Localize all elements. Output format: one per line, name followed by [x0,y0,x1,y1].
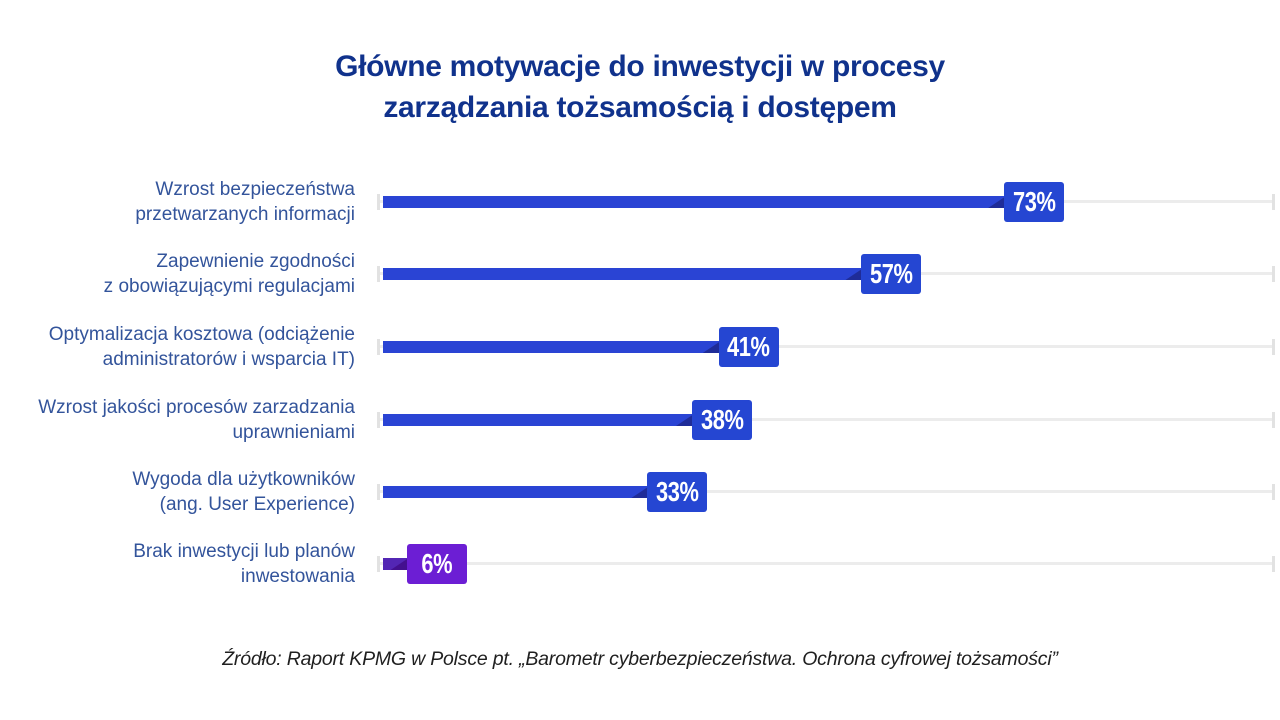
bar-track [377,345,1275,348]
chart-title: Główne motywacje do inwestycji w procesy… [0,46,1280,128]
chart-title-line1: Główne motywacje do inwestycji w procesy [335,50,945,83]
category-label-line: Wzrost jakości procesów zarzadzania [38,397,355,418]
bar [383,341,749,353]
bar-track [377,562,1275,565]
category-label-line: (ang. User Experience) [159,494,355,515]
bar-row: Optymalizacja kosztowa (odciążenie admin… [0,311,1280,383]
bar-row: Wzrost jakości procesów zarzadzania upra… [0,384,1280,456]
category-label: Wygoda dla użytkowników (ang. User Exper… [0,467,355,517]
axis-start-tick [377,194,380,210]
axis-end-tick [1272,484,1275,500]
value-label: 6% [421,548,452,579]
bar-row: Wygoda dla użytkowników (ang. User Exper… [0,456,1280,528]
value-label: 73% [1012,186,1056,217]
axis-start-tick [377,484,380,500]
category-label-line: uprawnieniami [232,422,355,443]
category-label-line: Wygoda dla użytkowników [132,469,355,490]
value-badge: 73% [1004,182,1065,222]
value-badge: 6% [406,544,467,584]
category-label: Brak inwestycji lub planów inwestowania [0,539,355,589]
category-label-line: Zapewnienie zgodności [156,251,355,272]
category-label-line: Wzrost bezpieczeństwa [155,179,355,200]
bar-row: Wzrost bezpieczeństwa przetwarzanych inf… [0,166,1280,238]
category-label: Zapewnienie zgodności z obowiązującymi r… [0,249,355,299]
axis-start-tick [377,339,380,355]
source-note: Źródło: Raport KPMG w Polsce pt. „Barome… [222,648,1058,670]
value-badge: 33% [647,472,708,512]
value-badge: 57% [861,254,922,294]
bar-row: Zapewnienie zgodności z obowiązującymi r… [0,238,1280,310]
axis-start-tick [377,556,380,572]
category-label: Wzrost jakości procesów zarzadzania upra… [0,395,355,445]
value-label: 33% [656,476,699,507]
category-label: Optymalizacja kosztowa (odciążenie admin… [0,322,355,372]
axis-start-tick [377,266,380,282]
chart-title-line2: zarządzania tożsamością i dostępem [383,91,897,124]
category-label-line: administratorów i wsparcia IT) [102,349,355,370]
axis-end-tick [1272,339,1275,355]
bar-track [377,490,1275,493]
bar [383,196,1035,208]
axis-end-tick [1272,194,1275,210]
category-label-line: przetwarzanych informacji [135,204,355,225]
category-label-line: Brak inwestycji lub planów [133,541,355,562]
category-label: Wzrost bezpieczeństwa przetwarzanych inf… [0,177,355,227]
bar [383,414,722,426]
axis-end-tick [1272,556,1275,572]
value-label: 41% [727,331,770,362]
axis-start-tick [377,412,380,428]
category-label-line: inwestowania [240,566,355,587]
axis-end-tick [1272,266,1275,282]
value-label: 57% [870,258,913,289]
category-label-line: z obowiązującymi regulacjami [103,276,355,297]
bar [383,268,892,280]
value-badge: 38% [691,400,752,440]
bar-track [377,418,1275,421]
value-badge: 41% [718,327,779,367]
bar [383,486,678,498]
category-label-line: Optymalizacja kosztowa (odciążenie [48,324,355,345]
axis-end-tick [1272,412,1275,428]
bar-row: Brak inwestycji lub planów inwestowania … [0,528,1280,600]
value-label: 38% [700,404,744,435]
